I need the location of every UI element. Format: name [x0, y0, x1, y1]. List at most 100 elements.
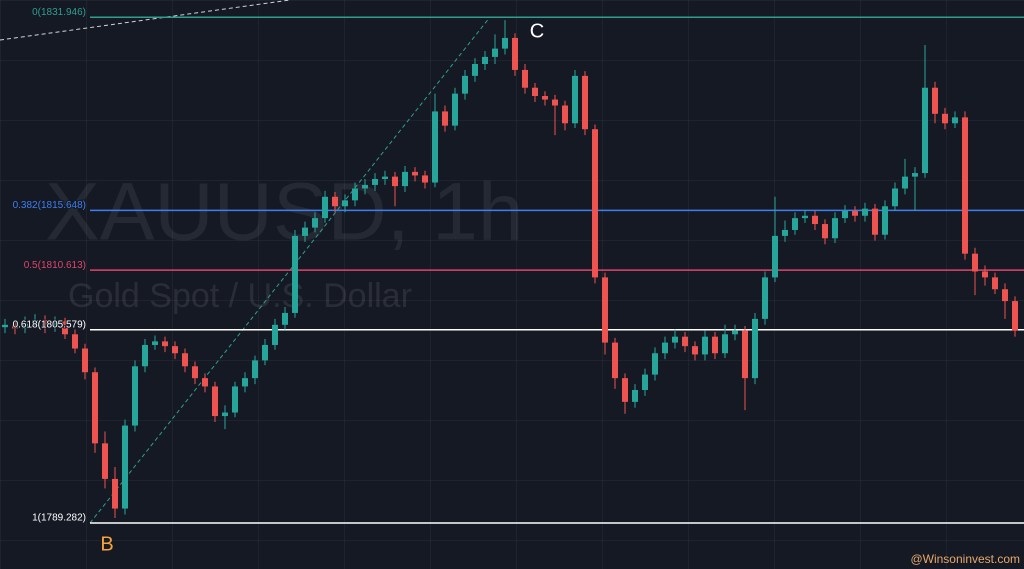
annotation: C: [530, 20, 544, 42]
candle-body: [762, 277, 768, 319]
candle-body: [502, 37, 508, 49]
candle-body: [882, 206, 888, 235]
candle-body: [262, 344, 268, 361]
candle-body: [962, 117, 968, 254]
candle-body: [592, 129, 598, 278]
candle-body: [52, 321, 58, 328]
fib-label: 0(1831.946): [32, 7, 86, 18]
candle-body: [652, 353, 658, 375]
candle-body: [312, 218, 318, 228]
candle-body: [802, 215, 808, 219]
candle-body: [462, 75, 468, 94]
candle-body: [832, 218, 838, 239]
watermark-title: XAUUSD, 1h: [45, 167, 524, 258]
candle-body: [812, 215, 818, 225]
candle-body: [272, 324, 278, 345]
fib-levels: [90, 16, 1024, 524]
candle-body: [722, 334, 728, 354]
candle-body: [542, 96, 548, 100]
candle-body: [342, 200, 348, 207]
candle-body: [672, 336, 678, 343]
candle-body: [12, 324, 18, 329]
candle-body: [972, 253, 978, 272]
candle-body: [682, 336, 688, 347]
annotation: B: [100, 533, 113, 555]
candle-body: [142, 344, 148, 367]
candle-body: [572, 75, 578, 124]
candle-body: [232, 386, 238, 413]
candle-body: [942, 113, 948, 124]
candle-body: [1012, 301, 1018, 331]
candle-body: [162, 341, 168, 347]
candle-body: [32, 320, 38, 323]
candle-body: [742, 330, 748, 379]
candle-body: [172, 346, 178, 354]
candle-body: [612, 342, 618, 379]
candle-body: [412, 171, 418, 176]
candle-body: [82, 348, 88, 373]
fib-label: 0.618(1805.579): [13, 319, 86, 330]
watermark-subtitle: Gold Spot / U.S. Dollar: [68, 277, 412, 315]
candle-body: [2, 324, 8, 328]
candle-body: [442, 111, 448, 126]
annotation: @Winsoninvest.com: [910, 552, 1020, 566]
candle-body: [992, 277, 998, 290]
candle-body: [822, 224, 828, 239]
candle-body: [222, 412, 228, 417]
candle-body: [512, 37, 518, 70]
candle-body: [492, 48, 498, 57]
fib-labels: 0(1831.946) 0.382(1815.648) 0.5(1810.613) 0…: [12, 6, 87, 525]
candle-body: [472, 64, 478, 76]
candle-body: [562, 105, 568, 124]
candle-body: [132, 366, 138, 426]
candle-body: [712, 336, 718, 354]
candle-body: [302, 227, 308, 236]
candle-body: [192, 366, 198, 379]
candle-body: [642, 374, 648, 391]
candle-body: [1002, 289, 1008, 302]
candle-body: [372, 178, 378, 185]
candle-body: [552, 99, 558, 106]
candle-body: [922, 87, 928, 174]
candle-body: [522, 69, 528, 88]
candle-body: [382, 176, 388, 179]
candle-body: [772, 235, 778, 278]
candle-body: [902, 176, 908, 189]
candle-body: [392, 176, 398, 187]
candle-body: [842, 211, 848, 219]
candle-body: [892, 188, 898, 207]
candle-body: [182, 353, 188, 367]
candle-body: [252, 360, 258, 379]
candle-body: [702, 336, 708, 355]
candle-body: [112, 478, 118, 509]
candle-body: [102, 443, 108, 479]
candle-body: [332, 196, 338, 207]
candle-body: [532, 87, 538, 97]
candle-body: [242, 378, 248, 387]
candle-body: [292, 235, 298, 313]
candle-body: [932, 87, 938, 114]
candle-body: [122, 425, 128, 509]
candle-body: [202, 378, 208, 387]
candle-body: [852, 211, 858, 216]
candle-body: [582, 75, 588, 130]
candle-body: [362, 184, 368, 189]
candle-body: [22, 322, 28, 329]
candle-body: [212, 386, 218, 417]
candle-body: [602, 277, 608, 343]
fib-label: 1(1789.282): [32, 513, 86, 524]
candle-body: [792, 218, 798, 230]
candle-body: [782, 229, 788, 236]
candle-body: [872, 208, 878, 235]
candles: [2, 20, 1018, 519]
candle-body: [622, 378, 628, 402]
candle-body: [62, 321, 68, 335]
candle-body: [352, 188, 358, 201]
candle-body: [42, 320, 48, 328]
candle-body: [152, 341, 158, 345]
candle-body: [982, 271, 988, 278]
candle-body: [862, 208, 868, 216]
candle-body: [402, 171, 408, 187]
candle-body: [72, 334, 78, 349]
